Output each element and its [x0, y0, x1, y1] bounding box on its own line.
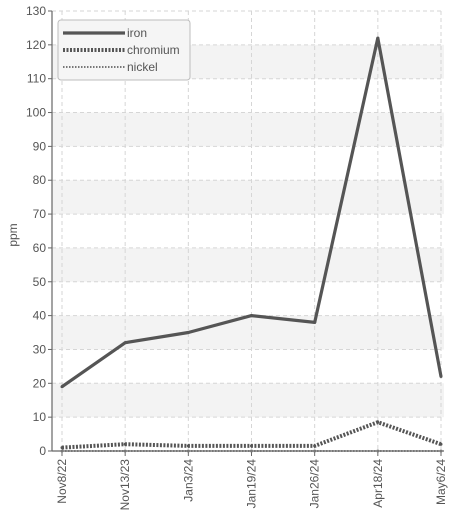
- data-point-iron: [313, 320, 317, 324]
- y-tick-label: 100: [26, 106, 46, 120]
- data-point-chromium: [123, 442, 127, 446]
- y-tick-label: 30: [33, 342, 47, 356]
- data-point-chromium: [376, 420, 380, 424]
- data-point-nickel: [123, 449, 127, 453]
- data-point-iron: [186, 331, 190, 335]
- x-tick-label: Nov8/22: [55, 459, 69, 504]
- plot-band: [52, 383, 444, 418]
- x-tick-label: May6/24: [434, 459, 448, 505]
- data-point-chromium: [313, 444, 317, 448]
- y-tick-label: 10: [33, 410, 47, 424]
- data-point-nickel: [313, 449, 317, 453]
- y-tick-label: 130: [26, 4, 46, 18]
- y-tick-labels: 0 10 20 30 40 50 60 70 80 90 100 110 120 130: [26, 4, 46, 458]
- plot-band: [52, 180, 444, 215]
- data-point-nickel: [439, 449, 443, 453]
- plot-band: [52, 247, 444, 282]
- legend: iron chromium nickel: [57, 19, 191, 81]
- plot-band: [52, 112, 444, 147]
- x-tick-labels: Nov8/22 Nov13/23 Jan3/24 Jan19/24 Jan26/24 Ap…: [55, 459, 448, 511]
- data-point-chromium: [186, 444, 190, 448]
- y-tick-label: 40: [33, 309, 47, 323]
- y-tick-label: 60: [33, 241, 47, 255]
- y-tick-label: 0: [39, 444, 46, 458]
- y-tick-label: 80: [33, 173, 47, 187]
- data-point-nickel: [60, 449, 64, 453]
- legend-label-iron: iron: [127, 26, 147, 40]
- data-point-iron: [123, 341, 127, 345]
- y-axis-label: ppm: [6, 223, 20, 246]
- data-point-chromium: [439, 442, 443, 446]
- data-point-chromium: [250, 444, 253, 448]
- y-tick-label: 90: [33, 139, 47, 153]
- data-point-chromium: [60, 446, 64, 450]
- plot-background-bands: [52, 44, 444, 418]
- x-tick-label: Jan3/24: [181, 459, 195, 502]
- data-point-iron: [376, 36, 380, 40]
- x-tick-label: Jan26/24: [308, 459, 322, 509]
- y-tick-label: 50: [33, 275, 47, 289]
- x-tick-label: Nov13/23: [118, 459, 132, 511]
- legend-label-nickel: nickel: [127, 60, 158, 74]
- data-point-iron: [250, 314, 253, 318]
- data-point-iron: [60, 385, 64, 389]
- x-tick-label: Apr18/24: [371, 459, 385, 508]
- x-tick-label: Jan19/24: [245, 459, 259, 509]
- data-point-iron: [439, 375, 443, 379]
- data-point-nickel: [250, 449, 253, 453]
- legend-label-chromium: chromium: [127, 43, 180, 57]
- data-point-nickel: [376, 449, 380, 453]
- y-tick-label: 70: [33, 207, 47, 221]
- y-tick-label: 20: [33, 376, 47, 390]
- y-tick-label: 110: [27, 72, 46, 86]
- data-point-nickel: [186, 449, 190, 453]
- plot-band: [52, 315, 444, 350]
- series-lines: [60, 36, 443, 453]
- y-tick-label: 120: [26, 38, 46, 52]
